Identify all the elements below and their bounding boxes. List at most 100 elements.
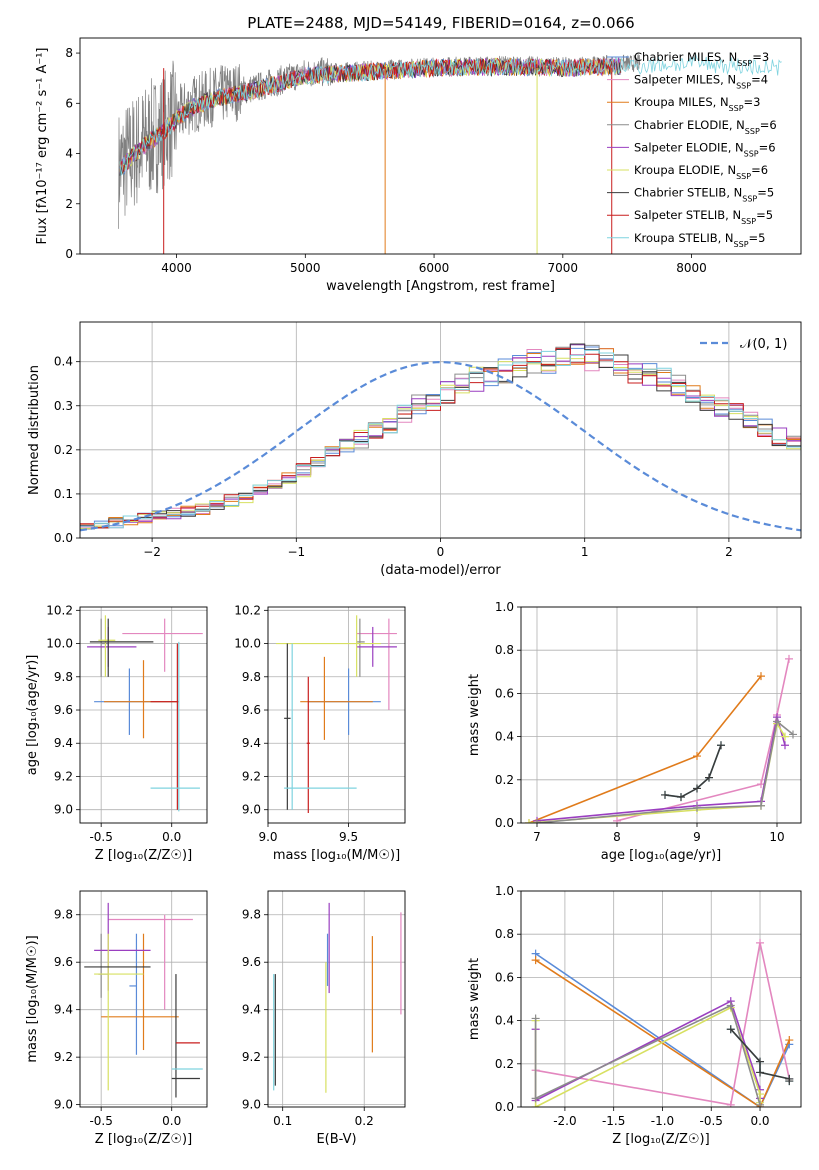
panel-spectrum: 4000 5000 6000 7000 8000 0 2 4 6 8 wavelength [Ang… bbox=[35, 37, 802, 294]
model-spectrum-line bbox=[119, 53, 782, 176]
y-tick-label: 0.1 bbox=[54, 487, 73, 501]
weight-marker bbox=[613, 816, 621, 823]
y-axis-label: mass weight bbox=[467, 958, 482, 1040]
axes-frame bbox=[267, 890, 406, 1108]
panel-age-vs-mass: 9.0 9.5 9.0 9.2 9.4 9.6 9.8 10.0 10.2 mass [log₁₀… bbox=[234, 603, 406, 863]
y-axis-label: mass [log₁₀(M/M☉)] bbox=[25, 935, 40, 1062]
legend-label: Chabrier ELODIE, NSSP=6 bbox=[634, 118, 777, 136]
weight-marker bbox=[533, 819, 541, 823]
x-axis-label: E(B-V) bbox=[316, 1132, 356, 1147]
y-axis-label: mass weight bbox=[467, 674, 482, 756]
legend-label: Salpeter STELIB, NSSP=5 bbox=[634, 208, 773, 226]
weight-marker bbox=[705, 773, 713, 782]
x-tick-label: 0.0 bbox=[162, 830, 181, 844]
weight-marker bbox=[757, 801, 765, 810]
y-tick-label: 0.2 bbox=[495, 773, 514, 787]
plot-area bbox=[531, 938, 794, 1107]
y-tick-label: 9.6 bbox=[54, 703, 73, 717]
weight-line bbox=[534, 1006, 761, 1107]
x-tick-label: 8 bbox=[613, 830, 621, 844]
x-tick-label: 4000 bbox=[161, 261, 192, 275]
panel-weight-vs-Z: -2.0 -1.5 -1.0 -0.5 0.0 0.0 0.2 0.4 0.6 0.8 1.0 Z [… bbox=[467, 884, 802, 1147]
y-tick-label: 0.6 bbox=[495, 970, 514, 984]
x-tick-label: -1.5 bbox=[602, 1114, 625, 1128]
legend-count: =3 bbox=[752, 50, 769, 64]
weight-marker bbox=[531, 1094, 540, 1103]
weight-marker bbox=[525, 819, 533, 823]
legend-subscript: SSP bbox=[729, 104, 744, 113]
x-tick-label: 9 bbox=[693, 830, 701, 844]
weight-marker bbox=[693, 784, 701, 793]
y-tick-label: 9.8 bbox=[54, 908, 73, 922]
x-tick-label: −1 bbox=[287, 545, 305, 559]
weight-marker bbox=[781, 741, 789, 750]
y-tick-label: 9.0 bbox=[54, 803, 73, 817]
x-tick-label: 5000 bbox=[290, 261, 321, 275]
weight-line bbox=[535, 959, 791, 1107]
weight-line bbox=[616, 658, 790, 822]
legend-label: Chabrier MILES, NSSP=3 bbox=[634, 50, 769, 68]
legend-count: =6 bbox=[751, 163, 768, 177]
legend-count: =3 bbox=[744, 95, 761, 109]
y-tick-label: 0.8 bbox=[495, 643, 514, 657]
legend-count: =4 bbox=[751, 73, 768, 87]
y-axis-label: Normed distribution bbox=[27, 365, 42, 495]
legend-subscript: SSP bbox=[742, 194, 757, 203]
x-tick-label: 9.5 bbox=[339, 830, 358, 844]
data-spectrum-line bbox=[118, 54, 641, 229]
residual-histogram bbox=[80, 347, 801, 529]
weight-marker bbox=[693, 803, 701, 812]
y-axis-label: Flux [fλ10⁻¹⁷ erg cm⁻² s⁻¹ A⁻¹] bbox=[35, 48, 50, 245]
legend-label: Kroupa STELIB, NSSP=5 bbox=[634, 231, 765, 249]
x-axis-label: mass [log₁₀(M/M☉)] bbox=[273, 848, 400, 863]
x-axis-label: Z [log₁₀(Z/Z☉)] bbox=[612, 1132, 709, 1147]
legend-label: Salpeter MILES, NSSP=4 bbox=[634, 73, 768, 91]
weight-marker bbox=[531, 1103, 540, 1107]
x-axis-label: age [log₁₀(age/yr)] bbox=[601, 848, 722, 863]
y-tick-label: 9.4 bbox=[54, 1003, 73, 1017]
y-tick-label: 1.0 bbox=[495, 600, 514, 614]
weight-marker bbox=[726, 1100, 735, 1107]
x-axis-label: Z [log₁₀(Z/Z☉)] bbox=[95, 1132, 192, 1147]
y-tick-label: 9.2 bbox=[54, 769, 73, 783]
x-tick-label: 0.2 bbox=[355, 1114, 374, 1128]
y-tick-label: 0.2 bbox=[495, 1057, 514, 1071]
x-tick-label: 1 bbox=[581, 545, 589, 559]
weight-marker bbox=[726, 1025, 735, 1034]
y-tick-label: 9.8 bbox=[242, 908, 261, 922]
y-tick-label: 9.6 bbox=[54, 955, 73, 969]
weight-marker bbox=[717, 741, 725, 750]
y-tick-label: 10.0 bbox=[234, 637, 261, 651]
legend-count: =6 bbox=[760, 118, 777, 132]
panels: 4000 5000 6000 7000 8000 0 2 4 6 8 wavelength [Ang… bbox=[25, 37, 802, 1147]
x-axis-label: Z [log₁₀(Z/Z☉)] bbox=[95, 848, 192, 863]
weight-line bbox=[535, 952, 791, 1107]
y-tick-label: 10.2 bbox=[234, 603, 261, 617]
legend-subscript: SSP bbox=[745, 126, 760, 135]
x-tick-label: 9.0 bbox=[258, 830, 277, 844]
legend-label: Salpeter ELODIE, NSSP=6 bbox=[634, 140, 776, 158]
weight-marker bbox=[726, 1001, 735, 1010]
residual-histogram bbox=[80, 343, 801, 529]
y-tick-label: 9.0 bbox=[242, 803, 261, 817]
y-tick-label: 10.2 bbox=[46, 603, 73, 617]
y-tick-label: 9.6 bbox=[242, 955, 261, 969]
legend-count: =5 bbox=[757, 186, 774, 200]
legend-count: =5 bbox=[756, 208, 773, 222]
normal-legend-label: 𝒩(0, 1) bbox=[740, 337, 787, 352]
weight-line bbox=[528, 675, 762, 823]
panel-weight-vs-age: 7 8 9 10 0.0 0.2 0.4 0.6 0.8 1.0 age [log₁₀(age/yr… bbox=[467, 600, 802, 863]
weight-marker bbox=[693, 752, 701, 761]
axes-frame bbox=[520, 606, 802, 824]
legend-count: =5 bbox=[749, 231, 766, 245]
y-tick-label: 9.6 bbox=[242, 703, 261, 717]
weight-line bbox=[664, 744, 722, 798]
y-tick-label: 8 bbox=[65, 46, 73, 60]
x-tick-label: −2 bbox=[143, 545, 161, 559]
weight-marker bbox=[785, 1077, 794, 1086]
y-tick-label: 0.3 bbox=[54, 399, 73, 413]
y-tick-label: 6 bbox=[65, 96, 73, 110]
plot-area bbox=[87, 615, 203, 812]
legend-label: Chabrier STELIB, NSSP=5 bbox=[634, 186, 774, 204]
